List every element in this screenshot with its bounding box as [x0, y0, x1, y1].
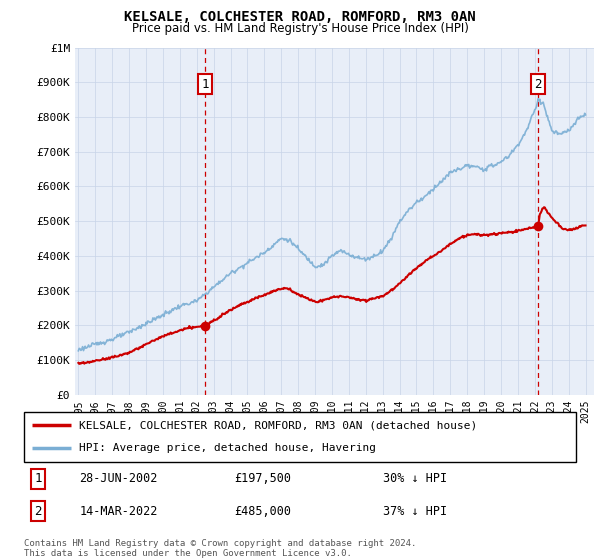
- Text: HPI: Average price, detached house, Havering: HPI: Average price, detached house, Have…: [79, 444, 376, 454]
- Text: 1: 1: [34, 473, 41, 486]
- Text: KELSALE, COLCHESTER ROAD, ROMFORD, RM3 0AN: KELSALE, COLCHESTER ROAD, ROMFORD, RM3 0…: [124, 10, 476, 24]
- Text: 1: 1: [202, 77, 209, 91]
- Text: Contains HM Land Registry data © Crown copyright and database right 2024.
This d: Contains HM Land Registry data © Crown c…: [24, 539, 416, 558]
- Text: 14-MAR-2022: 14-MAR-2022: [79, 505, 158, 517]
- FancyBboxPatch shape: [24, 412, 576, 462]
- Text: 30% ↓ HPI: 30% ↓ HPI: [383, 473, 447, 486]
- Text: KELSALE, COLCHESTER ROAD, ROMFORD, RM3 0AN (detached house): KELSALE, COLCHESTER ROAD, ROMFORD, RM3 0…: [79, 420, 478, 430]
- Text: 28-JUN-2002: 28-JUN-2002: [79, 473, 158, 486]
- Text: £485,000: £485,000: [234, 505, 291, 517]
- Text: 37% ↓ HPI: 37% ↓ HPI: [383, 505, 447, 517]
- Text: 2: 2: [535, 77, 542, 91]
- Text: Price paid vs. HM Land Registry's House Price Index (HPI): Price paid vs. HM Land Registry's House …: [131, 22, 469, 35]
- Text: 2: 2: [34, 505, 41, 517]
- Text: £197,500: £197,500: [234, 473, 291, 486]
